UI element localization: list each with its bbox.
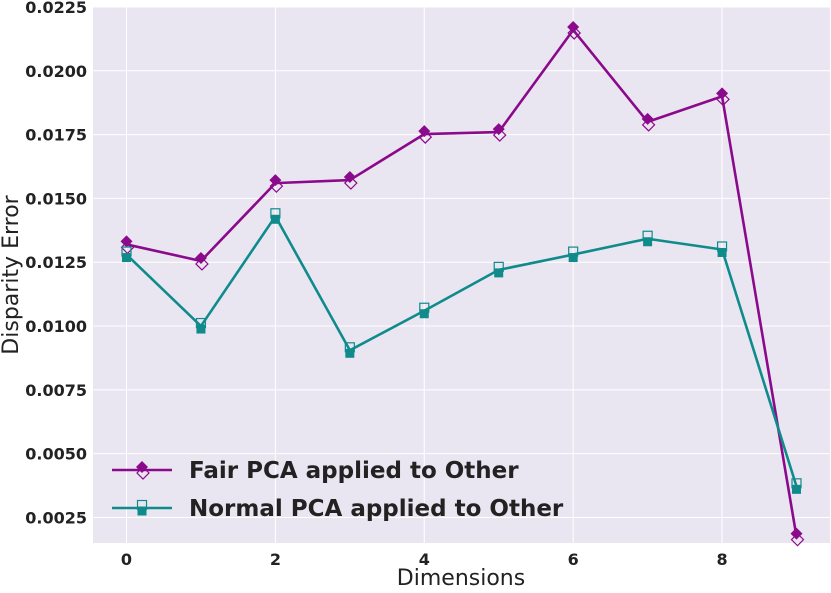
data-point [790,527,805,547]
point-marker-outline [567,26,582,40]
legend-marker-filled [136,461,148,473]
y-tick-label: 0.0125 [25,253,87,272]
data-point [493,261,504,278]
legend-item: Normal PCA applied to Other [112,496,564,522]
point-marker-filled [641,112,654,125]
point-marker-outline [195,317,207,329]
legend-label: Normal PCA applied to Other [189,496,564,522]
data-point [419,302,430,319]
point-marker-outline [269,179,284,193]
point-marker-outline [344,342,355,353]
point-marker-filled [567,20,580,33]
point-marker-filled [494,268,504,278]
y-tick-label: 0.0100 [25,317,87,336]
data-point [269,174,284,193]
data-point [568,246,579,263]
data-point [716,241,728,257]
y-tick-label: 0.0075 [25,381,87,400]
data-point [567,20,582,40]
y-tick-label: 0.0175 [25,126,87,145]
data-point [270,208,281,224]
point-marker-filled [568,253,578,263]
data-point [716,87,730,107]
data-point [791,478,802,494]
x-tick-label: 6 [568,550,579,569]
point-marker-filled [716,87,729,100]
point-marker-filled [790,527,803,540]
point-marker-filled [194,251,207,264]
point-marker-outline [790,532,805,547]
point-marker-filled [792,484,801,494]
point-marker-outline [419,302,430,313]
x-tick-label: 4 [419,550,430,569]
data-point [195,317,207,334]
x-tick-label: 0 [121,550,132,569]
data-point [343,171,358,190]
point-marker-outline [568,246,579,257]
point-marker-filled [418,125,431,138]
point-marker-outline [642,230,653,241]
point-marker-outline [270,208,281,219]
point-marker-outline [716,241,728,252]
y-axis-ticks: 0.0025 0.0050 0.0075 0.0100 0.0125 0.0150 0.01… [25,0,87,527]
point-marker-outline [418,130,433,144]
point-marker-outline [343,176,358,190]
x-axis-label: Dimensions [397,566,525,591]
point-marker-filled [717,247,727,257]
point-marker-filled [492,123,505,136]
data-point [492,123,507,142]
y-tick-label: 0.0025 [25,508,87,527]
data-point [194,251,209,271]
point-marker-filled [343,171,356,184]
point-marker-filled [270,214,280,224]
series-layer [120,20,805,547]
y-tick-label: 0.0150 [25,189,87,208]
series-line [126,28,798,537]
data-point [344,342,355,358]
data-point [642,230,653,247]
x-tick-label: 8 [716,550,727,569]
point-marker-outline [716,92,730,107]
point-marker-outline [493,261,504,272]
point-marker-outline [121,246,132,257]
y-tick-label: 0.0225 [25,0,87,17]
legend-marker-filled [137,506,147,516]
gridlines [93,6,830,543]
legend: Fair PCA applied to Other Normal PCA appl… [112,458,564,522]
x-axis-ticks: 0 2 4 6 8 [121,550,728,569]
point-marker-outline [195,257,209,271]
series-1 [121,208,802,494]
point-marker-filled [269,174,282,187]
point-marker-filled [643,237,653,247]
point-marker-filled [122,253,131,263]
y-tick-label: 0.0200 [25,62,87,81]
point-marker-outline [791,478,802,489]
point-marker-filled [120,235,133,248]
point-marker-filled [419,309,429,319]
legend-label: Fair PCA applied to Other [189,458,519,484]
series-line [125,214,798,487]
x-tick-label: 2 [270,550,281,569]
point-marker-outline [492,128,507,142]
y-tick-label: 0.0050 [25,445,87,464]
point-marker-outline [641,118,656,132]
point-marker-filled [345,348,355,358]
point-marker-filled [196,324,206,334]
data-point [418,125,433,144]
legend-marker-outline [136,466,150,480]
data-point [121,246,132,263]
legend-item: Fair PCA applied to Other [112,458,519,484]
y-axis-label: Disparity Error [0,194,24,354]
series-0 [120,20,805,547]
legend-marker-outline [136,499,148,511]
data-point [641,112,656,132]
